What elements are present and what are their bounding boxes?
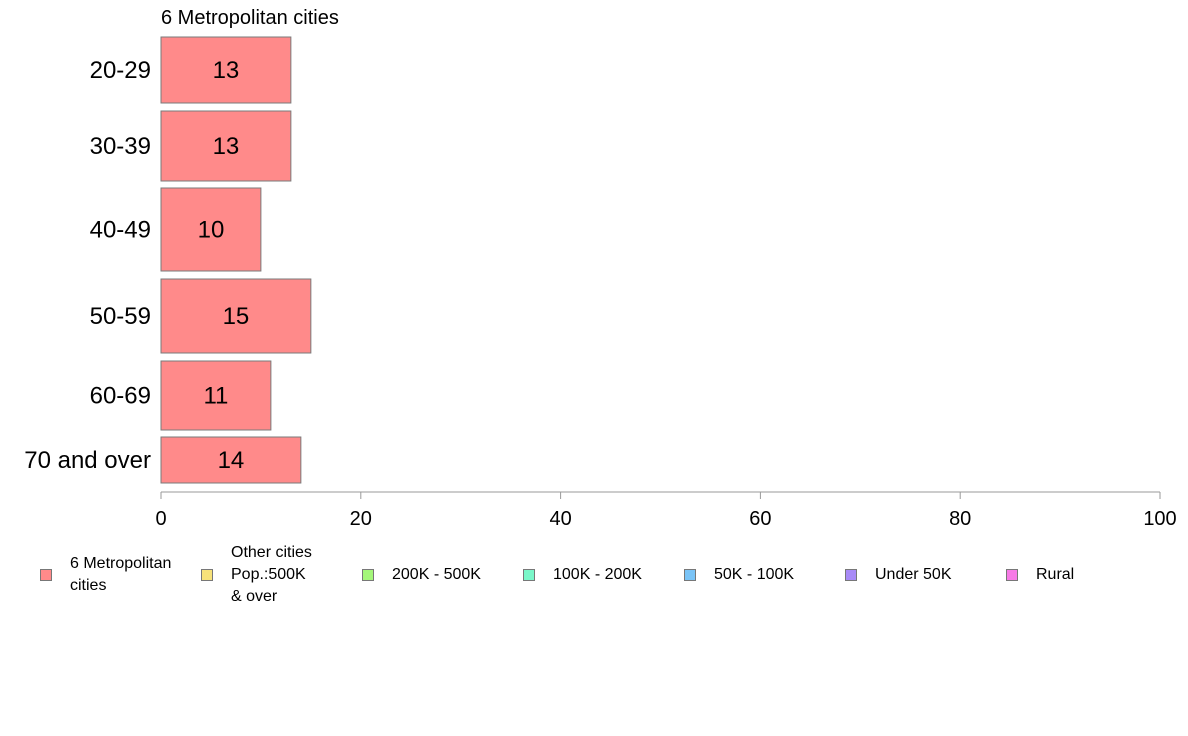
x-tick-label: 0 — [155, 508, 166, 530]
y-tick-label: 20-29 — [90, 57, 151, 84]
bar — [160, 110, 292, 182]
legend-label: Rural — [1036, 566, 1075, 583]
bars-layer: 20-29 13 30-39 13 40-49 10 50-59 15 60-69 11 70 an… — [24, 36, 312, 484]
legend-swatch — [201, 569, 213, 581]
data-label: 15 — [223, 303, 250, 330]
legend-swatch — [845, 569, 857, 581]
data-label: 14 — [218, 447, 245, 474]
bar — [160, 360, 272, 431]
bar — [160, 187, 262, 272]
x-tick-label: 20 — [350, 508, 372, 530]
data-label: 11 — [203, 383, 228, 410]
chart-title: 6 Metropolitan cities — [161, 7, 339, 29]
legend-item: 100K - 200K — [523, 540, 642, 610]
data-label: 13 — [213, 57, 240, 84]
x-tick-label: 80 — [949, 508, 971, 530]
legend-label: 200K - 500K — [392, 566, 481, 583]
y-tick-label: 70 and over — [24, 447, 151, 474]
legend-item: Other cities Pop.:500K & over — [201, 540, 312, 610]
legend-item: 6 Metropolitan cities — [40, 540, 171, 610]
y-tick-label: 40-49 — [90, 217, 151, 244]
legend-item: 50K - 100K — [684, 540, 794, 610]
legend: 6 Metropolitan cities Other cities Pop.:5… — [0, 540, 1188, 620]
y-tick-label: 60-69 — [90, 383, 151, 410]
x-tick-label: 60 — [749, 508, 771, 530]
legend-label: 50K - 100K — [714, 566, 795, 583]
legend-label: Under 50K — [875, 566, 952, 583]
bar — [160, 36, 292, 104]
legend-swatch — [1006, 569, 1018, 581]
y-tick-label: 50-59 — [90, 303, 151, 330]
bar — [160, 278, 312, 354]
x-axis: 0 20 40 60 80 100 — [155, 491, 1177, 530]
legend-label: 6 Metropolitan cities — [70, 555, 172, 594]
bar — [160, 436, 302, 484]
data-label: 10 — [198, 217, 225, 244]
legend-swatch — [362, 569, 374, 581]
legend-item: 200K - 500K — [362, 540, 481, 610]
legend-swatch — [523, 569, 535, 581]
x-tick-label: 100 — [1143, 508, 1176, 530]
legend-label: Other cities Pop.:500K & over — [231, 544, 312, 605]
data-label: 13 — [213, 133, 240, 160]
bar-chart: 6 Metropolitan cities 20-29 13 30-39 13 40-4… — [24, 7, 1177, 530]
legend-label: 100K - 200K — [553, 566, 642, 583]
y-tick-label: 30-39 — [90, 133, 151, 160]
legend-swatch — [684, 569, 696, 581]
legend-item: Under 50K — [845, 540, 952, 610]
legend-item: Rural — [1006, 540, 1074, 610]
x-tick-label: 40 — [549, 508, 571, 530]
legend-swatch — [40, 569, 52, 581]
